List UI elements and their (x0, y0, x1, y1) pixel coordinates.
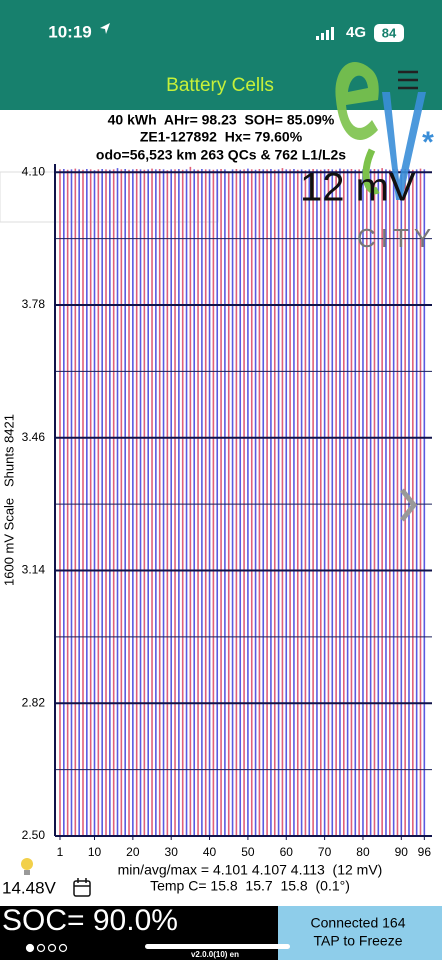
page-dots (25, 943, 68, 953)
time: 10:19 (48, 22, 91, 41)
y-tick-label: 3.14 (22, 563, 46, 577)
signal-icon (316, 27, 334, 40)
y-tick-label: 2.82 (22, 695, 46, 709)
x-tick-label: 1 (57, 845, 64, 859)
temperature: Temp C= 15.8 15.7 15.8 (0.1°) (150, 878, 350, 894)
y-axis-label: 1600 mV Scale Shunts 8421 (1, 414, 16, 586)
x-tick-label: 90 (395, 845, 409, 859)
aux-voltage: 14.48V (2, 878, 57, 897)
battery-level: 84 (382, 25, 397, 40)
soc-panel (0, 906, 278, 960)
info-line: 40 kWh AHr= 98.23 SOH= 85.09% (108, 112, 335, 128)
x-tick-label: 60 (280, 845, 294, 859)
x-tick-label: 30 (165, 845, 179, 859)
soc: SOC= 90.0% (2, 904, 178, 937)
network: 4G (346, 24, 366, 41)
calendar-icon[interactable] (73, 878, 91, 897)
y-tick-label: 3.46 (22, 430, 46, 444)
scale-overlay: 12 mV (300, 166, 416, 210)
app-title: Battery Cells (166, 75, 274, 96)
logo-text: CITY (357, 223, 436, 253)
stats: min/avg/max = 4.101 4.107 4.113 (12 mV) (118, 862, 383, 878)
connection-status: Connected 164 (311, 915, 406, 931)
x-tick-label: 96 (418, 845, 432, 859)
y-tick-label: 2.50 (22, 828, 46, 842)
location-icon (100, 23, 110, 34)
x-tick-label: 80 (356, 845, 370, 859)
info-line: ZE1-127892 Hx= 79.60% (140, 129, 303, 145)
next-chevron[interactable] (400, 488, 418, 522)
bulb-icon (21, 858, 33, 875)
logo: * (335, 61, 434, 200)
x-tick-label: 10 (88, 845, 102, 859)
chart: 4.10 3.78 3.46 3.14 2.82 2.50 1 10 20 30 40 50 60 70 8… (1, 164, 432, 859)
y-tick-label: 4.10 (22, 164, 46, 178)
menu-button[interactable] (398, 70, 418, 90)
svg-text:*: * (422, 126, 434, 159)
connection-panel[interactable] (278, 906, 442, 960)
home-indicator (145, 944, 290, 949)
info-line: odo=56,523 km 263 QCs & 762 L1/L2s (96, 147, 346, 163)
x-tick-label: 70 (318, 845, 332, 859)
x-tick-label: 50 (241, 845, 255, 859)
battery-icon (374, 24, 404, 42)
x-tick-label: 40 (203, 845, 217, 859)
y-tick-label: 3.78 (22, 297, 46, 311)
x-tick-label: 20 (126, 845, 140, 859)
version: v2.0.0(10) en (191, 950, 239, 959)
freeze-action[interactable]: TAP to Freeze (314, 933, 403, 949)
